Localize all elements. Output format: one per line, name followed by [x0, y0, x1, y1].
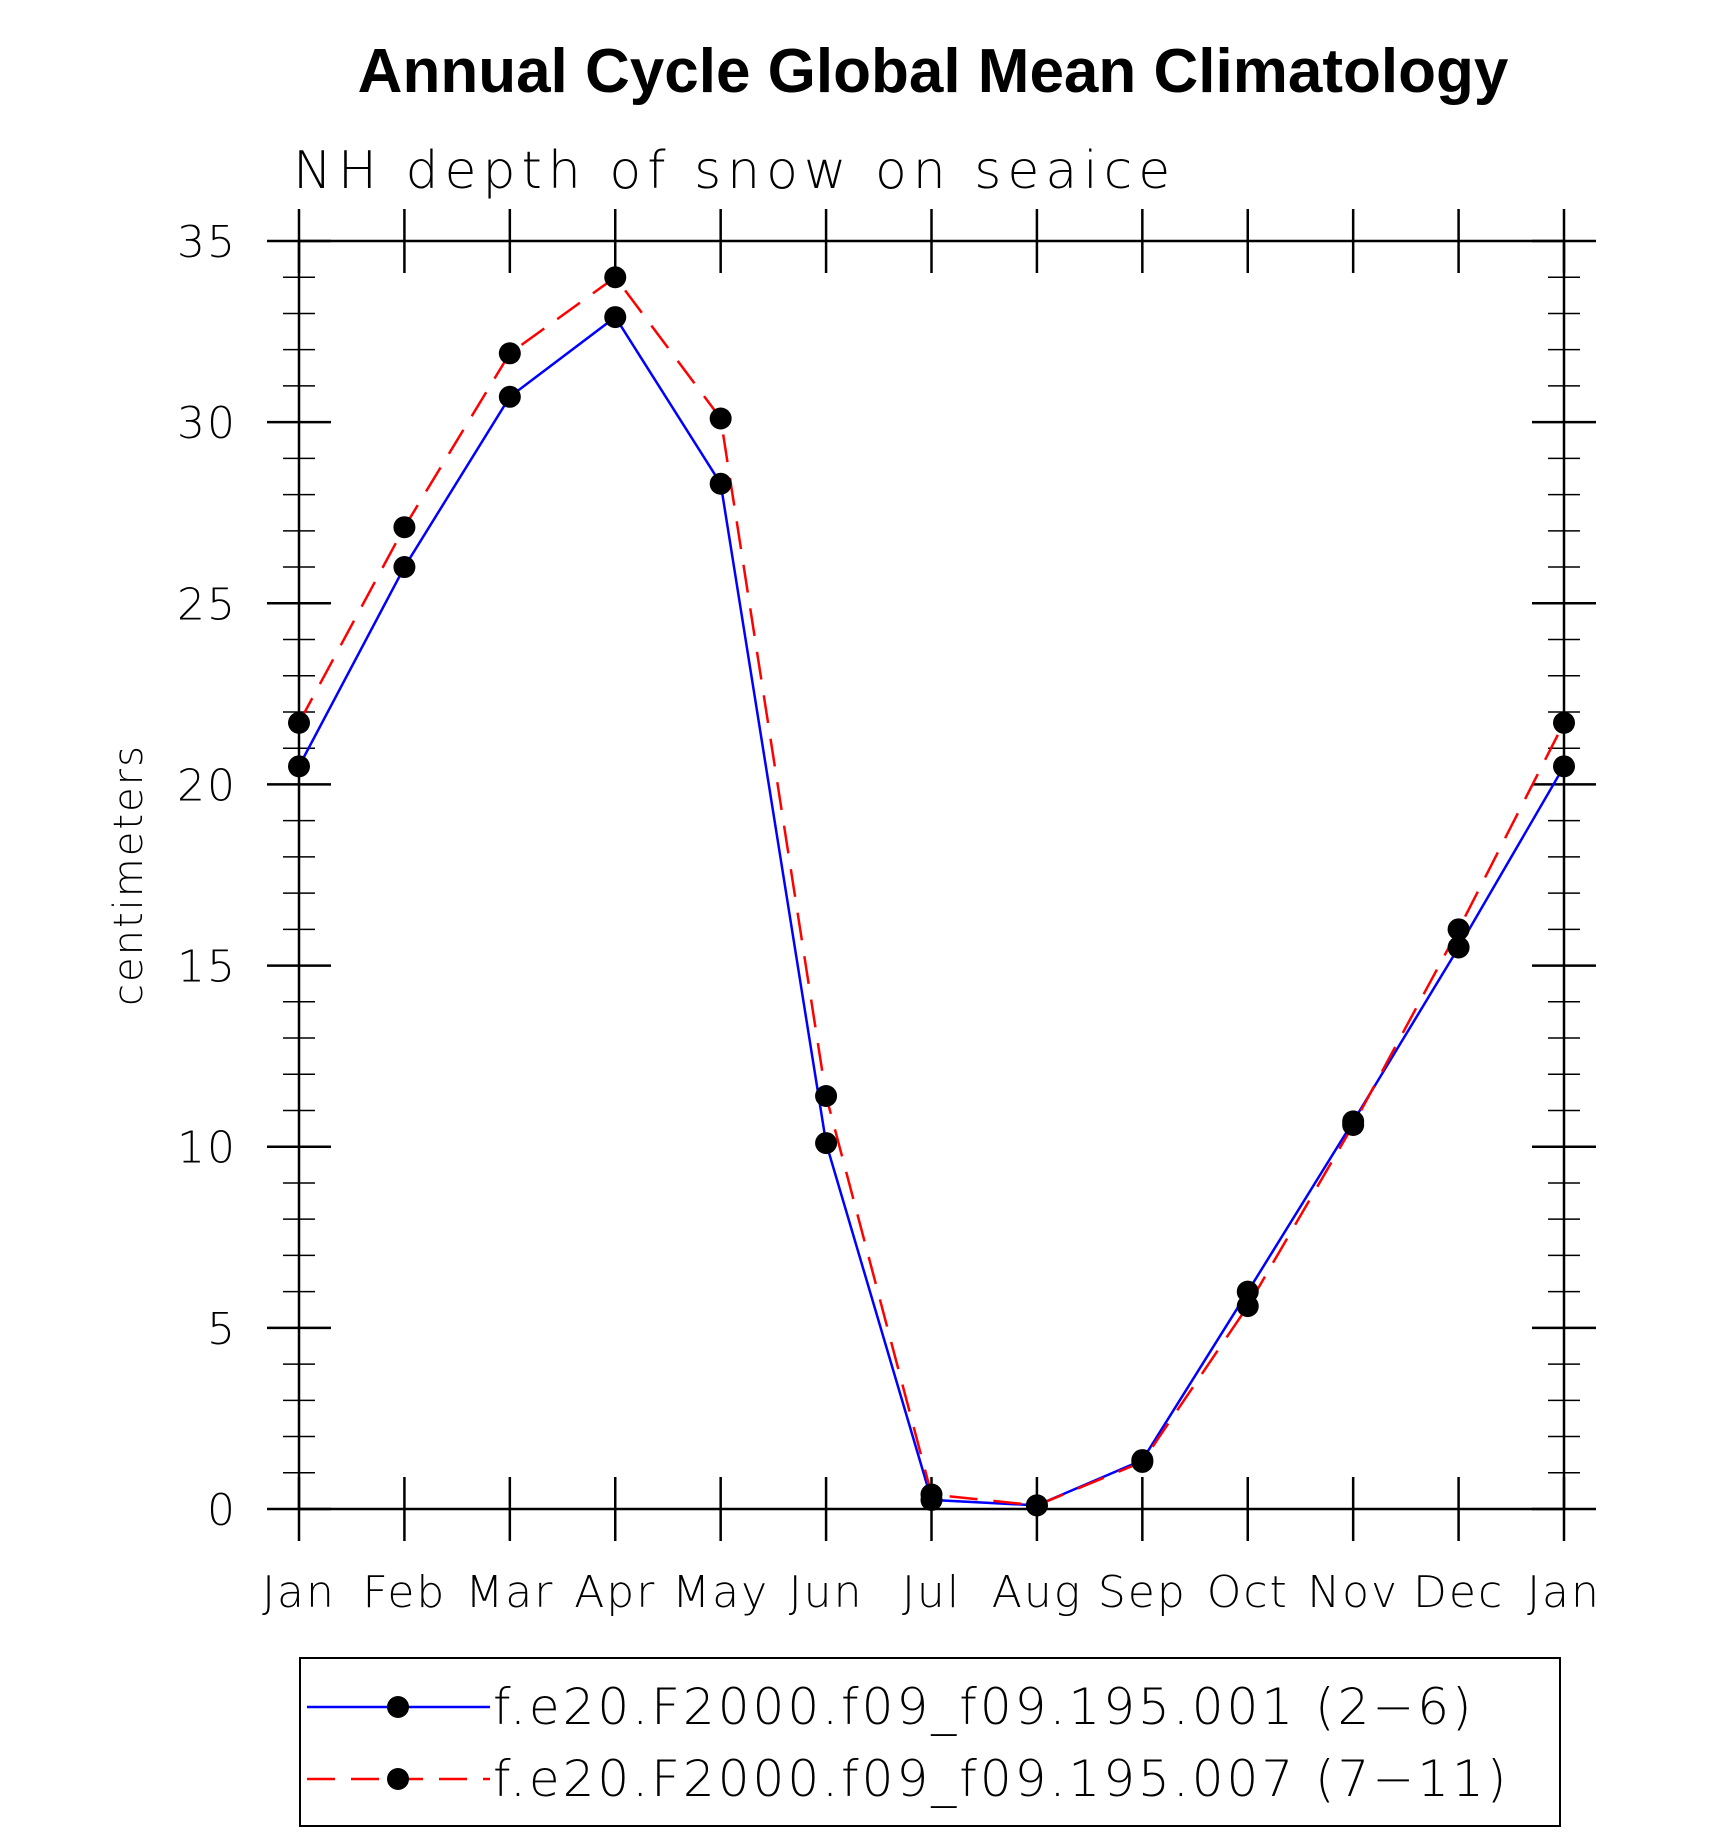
data-point-series-2	[1553, 711, 1575, 734]
y-tick-label: 10	[177, 1123, 237, 1174]
series-line-2	[297, 275, 1566, 1507]
data-point-series-2	[1025, 1494, 1048, 1517]
x-tick-label: Jan	[262, 1567, 336, 1618]
x-tick-label: Oct	[1207, 1567, 1289, 1618]
chart-subtitle: NH depth of snow on seaice	[293, 141, 1176, 201]
data-point-series-2	[815, 1084, 838, 1107]
legend-label-series-2: f.e20.F2000.f09_f09.195.007 (7−11)	[493, 1750, 1509, 1808]
y-tick-label: 35	[177, 217, 237, 268]
data-point-series-2	[604, 266, 627, 289]
data-point-series-2	[288, 711, 310, 734]
data-point-series-1	[393, 556, 416, 579]
data-point-series-1	[604, 306, 627, 329]
x-tick-label: Jul	[902, 1567, 961, 1618]
x-tick-label: Feb	[362, 1567, 446, 1618]
data-point-series-1	[709, 472, 732, 495]
data-point-series-1	[815, 1132, 838, 1155]
data-point-series-2	[920, 1483, 943, 1506]
data-point-series-1	[1447, 936, 1470, 959]
data-point-series-2	[1131, 1450, 1154, 1473]
legend: f.e20.F2000.f09_f09.195.001 (2−6) f.e20.…	[299, 1657, 1561, 1827]
x-tick-label: Apr	[574, 1567, 656, 1618]
y-tick-label: 15	[177, 942, 237, 993]
data-point-series-2	[1236, 1295, 1259, 1318]
data-point-series-2	[709, 407, 732, 430]
x-tick-label: Nov	[1307, 1567, 1399, 1618]
data-point-series-1	[498, 385, 521, 408]
y-tick-label: 0	[207, 1485, 237, 1536]
x-tick-label: May	[672, 1567, 769, 1618]
x-tick-label: Mar	[465, 1567, 554, 1618]
data-point-series-2	[1447, 918, 1470, 941]
chart-title: Annual Cycle Global Mean Climatology	[358, 37, 1509, 106]
data-point-series-2	[498, 342, 521, 365]
data-point-series-2	[393, 516, 416, 539]
x-tick-label: Sep	[1098, 1567, 1187, 1618]
y-axis-label: centimeters	[106, 744, 152, 1006]
y-tick-label: 20	[177, 760, 237, 811]
data-point-series-2	[1342, 1113, 1365, 1136]
legend-marker-series-2	[387, 1768, 409, 1790]
x-tick-label: Dec	[1413, 1567, 1504, 1618]
x-tick-label: Jan	[1527, 1567, 1601, 1618]
data-point-series-1	[288, 755, 310, 778]
series-line-1	[297, 315, 1566, 1507]
y-tick-label: 5	[207, 1304, 237, 1355]
x-tick-label: Aug	[992, 1567, 1082, 1618]
legend-box	[299, 1657, 1561, 1827]
x-tick-label: Jun	[789, 1567, 864, 1618]
series-group	[288, 266, 1575, 1517]
y-tick-label: 25	[177, 579, 237, 630]
data-point-series-1	[1553, 755, 1575, 778]
legend-marker-series-1	[387, 1696, 409, 1718]
legend-label-series-1: f.e20.F2000.f09_f09.195.001 (2−6)	[493, 1678, 1475, 1736]
y-tick-label: 30	[177, 398, 237, 449]
axes: Jan Feb Mar Apr May Jun Jul Aug Sep Oct Nov Dec Jan 0…	[177, 209, 1601, 1618]
